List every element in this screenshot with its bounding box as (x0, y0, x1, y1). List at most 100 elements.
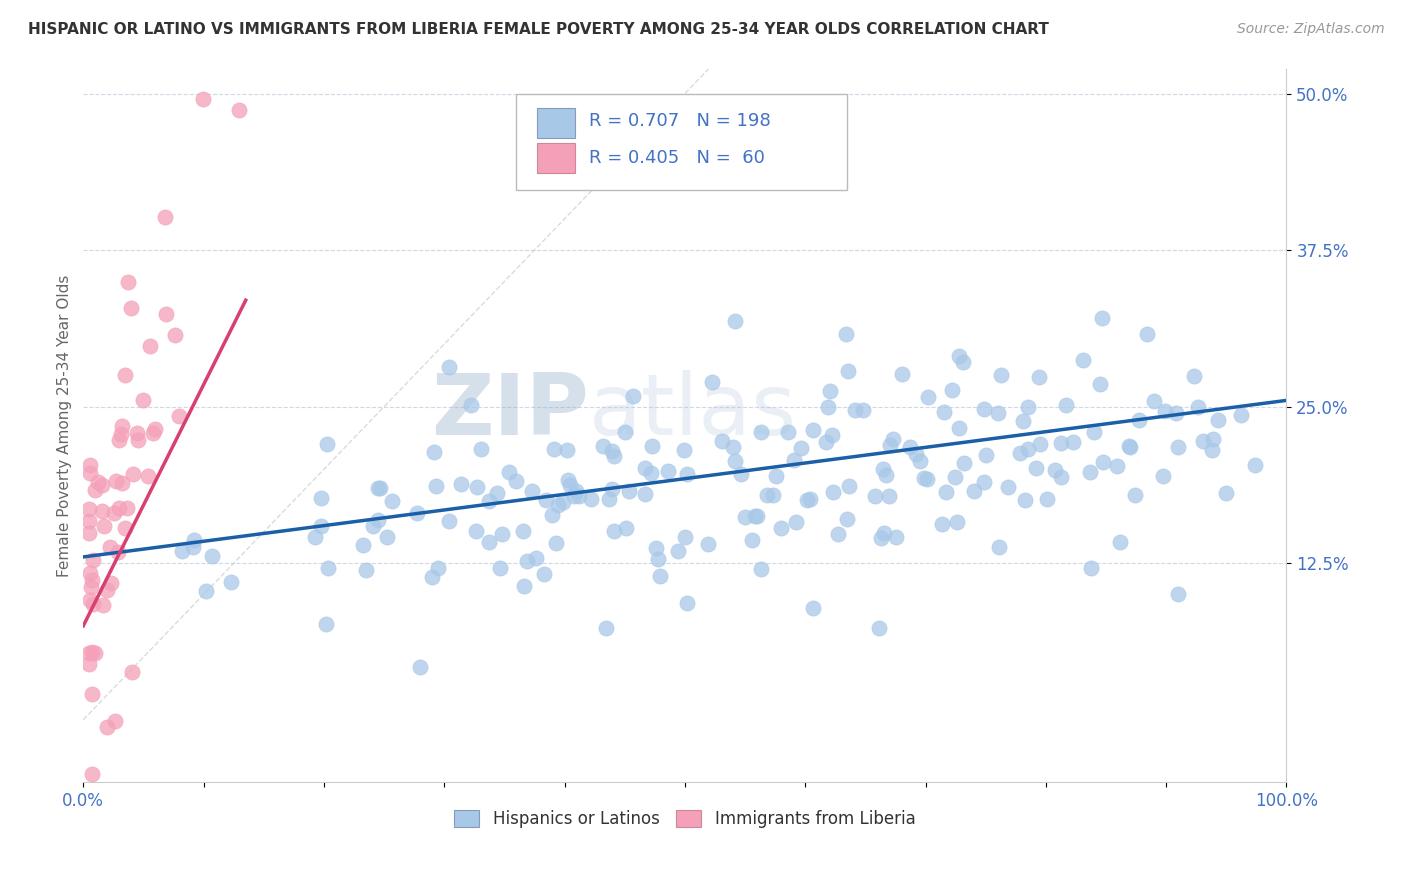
Point (1166, 406, 1188, 420)
Point (155, 210, 177, 224)
Point (79, 566, 101, 581)
Point (315, 617, 337, 632)
Point (974, 448, 997, 462)
Point (1008, 446, 1031, 460)
Point (84, 646, 107, 660)
Point (838, 479, 860, 493)
Point (100, 576, 122, 591)
Point (486, 486, 509, 500)
Point (617, 484, 640, 499)
Point (1119, 440, 1142, 454)
Point (437, 514, 460, 528)
Point (114, 368, 136, 383)
Point (565, 484, 588, 499)
Point (367, 481, 389, 495)
Text: ZIP: ZIP (430, 369, 589, 452)
Point (225, 0, 247, 11)
Point (1014, 492, 1036, 507)
Point (520, 484, 543, 499)
Point (79, 458, 101, 472)
Point (105, 474, 128, 488)
Point (941, 383, 963, 397)
Point (647, 552, 669, 566)
Point (498, 465, 520, 479)
Point (598, 491, 620, 506)
Point (823, 485, 845, 500)
Point (354, 563, 377, 577)
Point (1201, 443, 1223, 458)
Point (1025, 460, 1047, 475)
Point (745, 508, 768, 523)
Point (381, 493, 404, 508)
Point (762, 488, 785, 502)
Text: Source: ZipAtlas.com: Source: ZipAtlas.com (1237, 22, 1385, 37)
Point (932, 405, 955, 419)
Point (562, 489, 585, 503)
Point (219, 574, 242, 589)
Point (723, 440, 745, 454)
Point (600, 444, 623, 458)
Point (870, 532, 893, 546)
Point (183, 533, 205, 547)
Point (420, 569, 443, 583)
Point (818, 384, 841, 398)
Point (1054, 398, 1077, 412)
Point (122, 467, 145, 481)
Point (491, 526, 513, 541)
Point (904, 447, 927, 461)
FancyBboxPatch shape (516, 94, 848, 190)
Point (367, 513, 389, 527)
Point (465, 480, 488, 494)
Point (1080, 560, 1102, 574)
Point (127, 434, 149, 448)
Point (79, 646, 101, 660)
Text: atlas: atlas (589, 369, 797, 452)
Point (917, 390, 939, 404)
Point (873, 525, 896, 540)
Point (80, 580, 103, 594)
Point (852, 403, 875, 417)
Point (884, 530, 907, 544)
Point (820, 428, 842, 442)
Point (796, 493, 818, 508)
Point (872, 462, 894, 476)
Point (93, 518, 115, 533)
Point (987, 406, 1010, 420)
Point (837, 364, 859, 378)
Point (640, 439, 662, 453)
Point (782, 452, 804, 467)
Point (948, 349, 970, 363)
Point (778, 425, 800, 439)
Point (557, 473, 579, 487)
Point (311, 518, 333, 533)
Point (1243, 458, 1265, 472)
Point (595, 621, 617, 635)
Point (540, 508, 562, 522)
Point (142, 426, 165, 441)
Point (558, 478, 581, 492)
Point (167, 409, 190, 423)
Point (1088, 376, 1111, 391)
Point (423, 445, 446, 459)
Point (79, 515, 101, 529)
Point (183, 541, 205, 555)
Point (1078, 465, 1101, 479)
Point (79, 593, 101, 607)
Point (696, 537, 718, 551)
Point (817, 401, 839, 415)
Point (513, 579, 536, 593)
Point (990, 368, 1012, 382)
Point (450, 476, 472, 491)
Point (912, 471, 935, 485)
Point (84, 483, 107, 498)
Point (170, 544, 193, 558)
Point (117, 276, 139, 290)
Point (96, 583, 118, 598)
Point (80, 767, 103, 781)
Point (1128, 413, 1150, 427)
Point (1154, 403, 1177, 417)
Point (657, 464, 679, 478)
Point (613, 425, 636, 439)
Point (546, 536, 568, 550)
Point (640, 466, 662, 480)
